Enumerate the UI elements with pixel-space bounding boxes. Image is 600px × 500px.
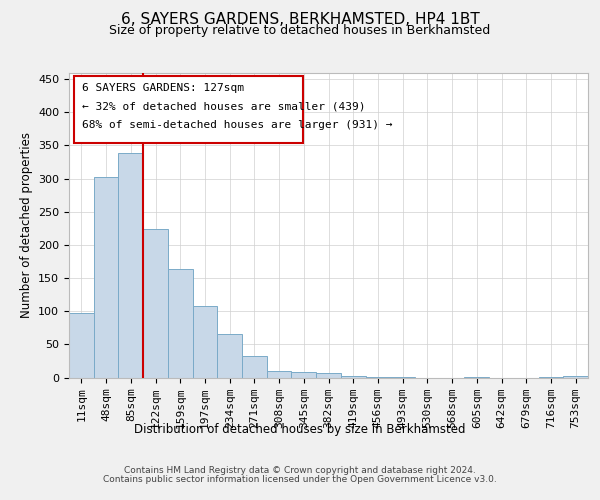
Bar [539, 377, 563, 378]
Bar [390, 377, 415, 378]
Text: 68% of semi-detached houses are larger (931) →: 68% of semi-detached houses are larger (… [82, 120, 392, 130]
Y-axis label: Number of detached properties: Number of detached properties [20, 132, 32, 318]
Bar [143, 229, 168, 378]
Text: Size of property relative to detached houses in Berkhamsted: Size of property relative to detached ho… [109, 24, 491, 37]
Bar [94, 176, 118, 378]
Bar [292, 372, 316, 378]
Text: 6, SAYERS GARDENS, BERKHAMSTED, HP4 1BT: 6, SAYERS GARDENS, BERKHAMSTED, HP4 1BT [121, 12, 479, 28]
Bar [69, 313, 94, 378]
Text: Contains public sector information licensed under the Open Government Licence v3: Contains public sector information licen… [103, 475, 497, 484]
Bar [563, 376, 588, 378]
Bar [168, 269, 193, 378]
Bar [464, 377, 489, 378]
Bar [341, 376, 365, 378]
Bar [267, 371, 292, 378]
FancyBboxPatch shape [74, 76, 302, 142]
Text: 6 SAYERS GARDENS: 127sqm: 6 SAYERS GARDENS: 127sqm [82, 83, 244, 93]
Bar [193, 306, 217, 378]
Bar [118, 154, 143, 378]
Bar [217, 334, 242, 378]
Text: ← 32% of detached houses are smaller (439): ← 32% of detached houses are smaller (43… [82, 102, 365, 112]
Bar [316, 373, 341, 378]
Bar [242, 356, 267, 378]
Text: Distribution of detached houses by size in Berkhamsted: Distribution of detached houses by size … [134, 422, 466, 436]
Text: Contains HM Land Registry data © Crown copyright and database right 2024.: Contains HM Land Registry data © Crown c… [124, 466, 476, 475]
Bar [365, 377, 390, 378]
